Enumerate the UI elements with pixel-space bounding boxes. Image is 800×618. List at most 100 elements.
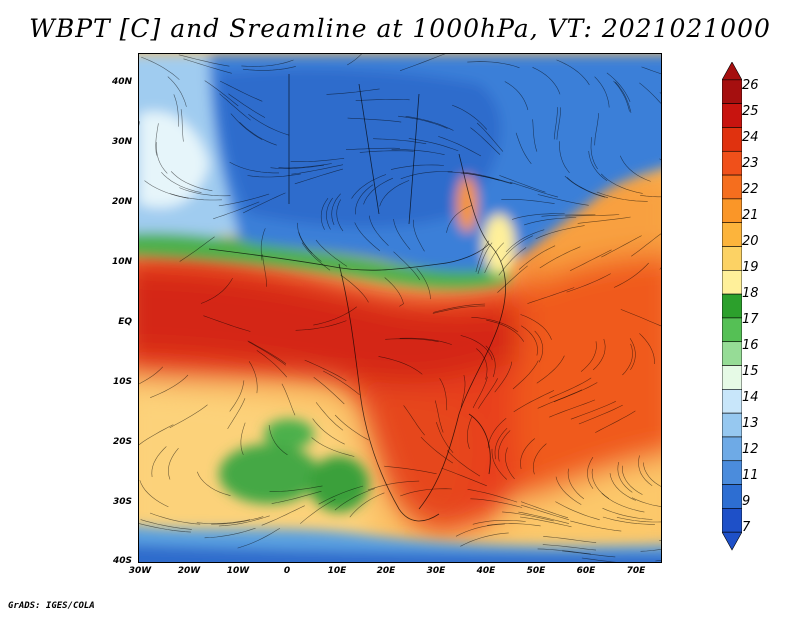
streamline [248,341,286,366]
streamline [542,544,597,551]
colorbar-segment [722,222,742,247]
colorbar-segment [722,293,742,319]
streamline [242,192,286,214]
streamline [441,467,487,487]
streamline [281,383,296,416]
streamline [413,219,425,252]
colorbar-label-18: 18 [742,286,759,301]
streamline [230,113,263,140]
streamline [385,338,439,343]
streamline [408,138,459,152]
streamline [581,557,617,562]
streamline [505,447,515,480]
streamline [336,199,344,232]
streamline [347,117,402,123]
streamline [562,550,616,558]
colorbar-top-arrow [722,62,742,81]
streamline [416,267,431,300]
lat-label-20s: 20S [112,437,132,447]
lon-label-30w: 30W [128,566,152,576]
streamline [570,520,622,532]
streamline [460,532,509,547]
colorbar-label-12: 12 [742,442,759,457]
streamline [393,251,421,281]
colorbar-label-15: 15 [742,364,759,379]
streamline [500,235,533,262]
streamline [378,356,423,375]
streamline [204,527,256,539]
streamline [580,341,597,372]
streamline [400,488,452,497]
streamline [405,116,454,131]
streamline [170,171,213,192]
streamline [484,242,505,274]
streamline [616,517,661,523]
streamline [278,163,332,169]
streamline [555,476,582,505]
streamline [334,488,375,511]
streamline [594,113,599,146]
streamline [269,485,323,492]
streamline [169,404,208,429]
streamline [587,457,594,489]
streamline [532,119,538,152]
streamline [359,150,414,153]
lat-label-10s: 10S [112,377,132,387]
streamline [595,410,636,433]
streamline [400,54,446,71]
streamline [400,171,453,180]
colorbar-bottom-arrow [722,531,742,551]
streamline [155,123,159,156]
streamline [155,142,168,174]
colorbar-label-23: 23 [742,156,759,171]
streamline [219,80,263,102]
lon-label-40e: 40E [476,566,496,576]
streamline [462,171,513,184]
streamline [460,335,493,360]
streamline [512,213,565,220]
streamline [505,229,545,253]
streamline [470,127,501,155]
streamline [502,511,554,522]
streamline [196,471,231,496]
streamline [566,177,609,199]
streamline [620,309,661,327]
streamline [549,399,596,418]
streamline [622,343,633,376]
streamline [467,61,520,69]
streamline [559,141,570,173]
streamline [247,173,301,178]
colorbar-segment [722,79,742,104]
lon-label-10e: 10E [327,566,347,576]
streamline [596,191,648,202]
streamline [501,199,555,204]
streamline [537,548,591,555]
colorbar-segment [722,460,742,485]
streamline [379,180,410,207]
streamline [475,240,490,273]
streamline [242,66,296,71]
lat-label-10n: 10N [111,257,132,267]
streamline [196,519,251,524]
colorbar-segment [722,174,742,200]
streamline [141,56,180,80]
streamline [519,516,572,528]
streamline [229,161,279,174]
streamline [591,468,610,499]
streamline [564,175,606,198]
colorbar-label-24: 24 [742,130,759,145]
streamline [179,187,231,197]
streamline [173,94,179,127]
streamline [239,121,277,146]
streamline [567,468,585,500]
streamline [660,166,661,167]
streamline [499,175,546,193]
streamline [326,88,380,95]
streamline [261,505,305,526]
streamline [237,527,281,549]
streamline [271,490,322,504]
streamline [631,233,661,257]
lat-label-30s: 30S [112,497,132,507]
streamline [368,215,389,246]
streamline [149,512,201,525]
